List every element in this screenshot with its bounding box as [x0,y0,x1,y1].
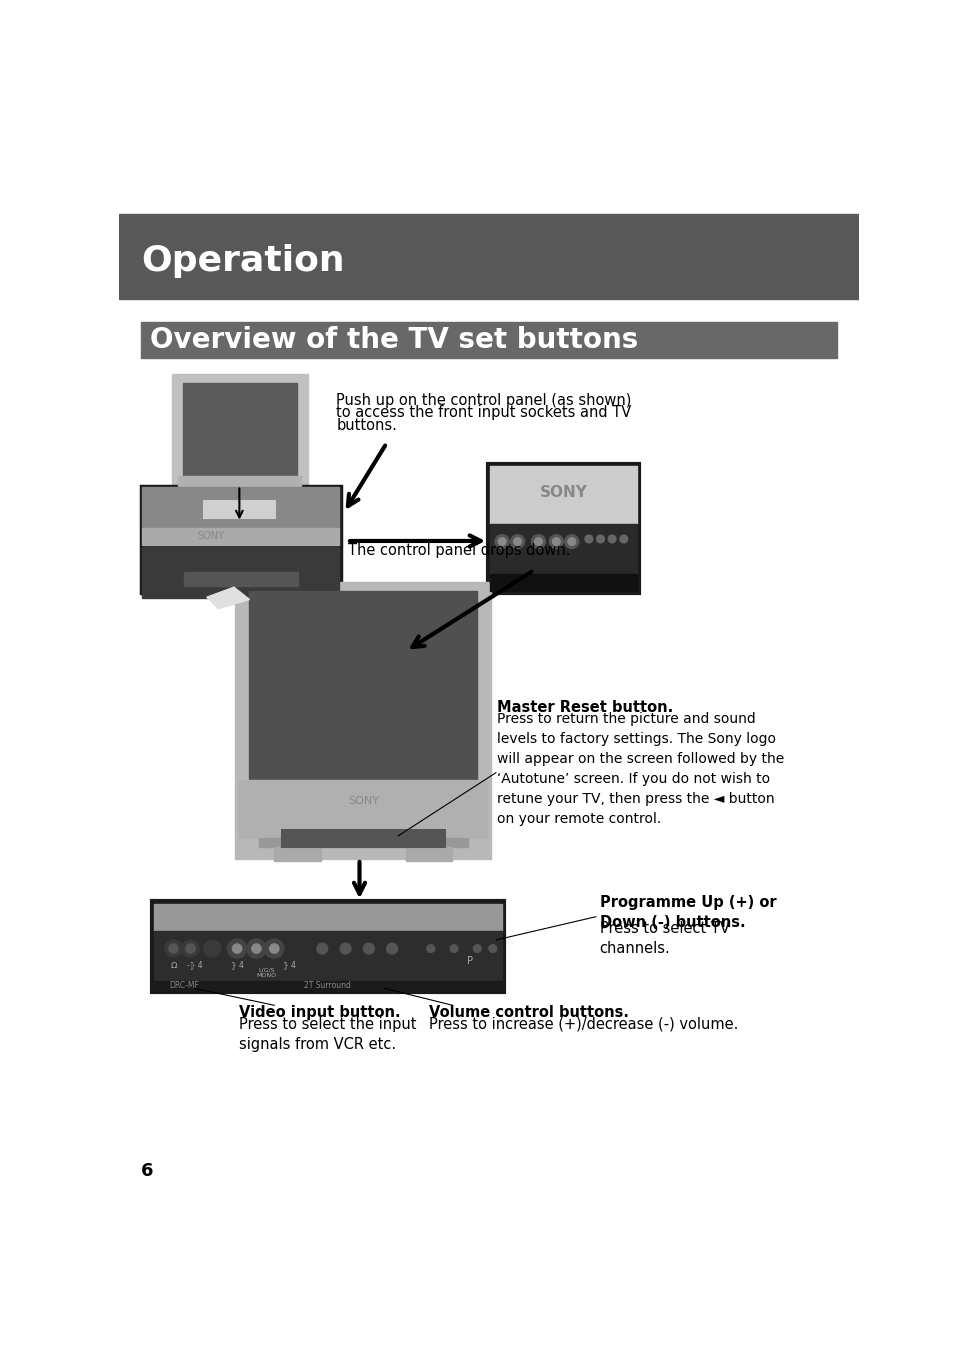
Circle shape [488,944,497,952]
Text: ⦄ 4: ⦄ 4 [283,961,295,970]
Circle shape [549,535,562,549]
Text: The control panel drops down.: The control panel drops down. [348,543,570,558]
Bar [141,323,836,358]
Circle shape [510,535,524,549]
Text: Press to return the picture and sound
levels to factory settings. The Sony logo
: Press to return the picture and sound le… [497,712,784,827]
Bar [258,838,468,847]
Circle shape [495,535,509,549]
Circle shape [233,944,241,954]
Text: -⦄ 4: -⦄ 4 [187,961,202,970]
Circle shape [564,535,578,549]
Text: Volume control buttons.: Volume control buttons. [429,1005,629,1020]
Circle shape [386,943,397,954]
Text: Overview of the TV set buttons: Overview of the TV set buttons [150,326,638,354]
Bar [490,524,637,582]
Text: ⦄ 4: ⦄ 4 [231,961,243,970]
Circle shape [596,535,604,543]
Circle shape [363,943,374,954]
Bar [154,904,501,931]
Circle shape [186,944,195,954]
Circle shape [265,939,283,958]
Bar [274,847,320,862]
Circle shape [450,944,457,952]
Text: Ω: Ω [171,961,176,970]
Bar [488,463,639,593]
Circle shape [534,538,542,546]
Text: buttons.: buttons. [335,417,396,432]
Text: SONY: SONY [538,485,587,500]
Bar [204,501,274,517]
Text: 2T Surround: 2T Surround [304,981,351,990]
Circle shape [473,944,480,952]
Text: L/G/S
MONO: L/G/S MONO [256,967,276,978]
Bar [141,485,340,593]
Bar [183,384,296,476]
Text: Video input button.: Video input button. [239,1005,400,1020]
Text: to access the front input sockets and TV: to access the front input sockets and TV [335,405,631,420]
Text: Master Reset button.: Master Reset button. [497,700,673,715]
Text: Press to select the input
signals from VCR etc.: Press to select the input signals from V… [239,1017,416,1051]
Text: Press to select TV
channels.: Press to select TV channels. [599,921,729,957]
Text: Operation: Operation [141,243,344,278]
Bar [239,781,487,838]
Text: Push up on the control panel (as shown): Push up on the control panel (as shown) [335,393,631,408]
Text: 6: 6 [141,1162,153,1179]
Bar [142,488,339,528]
Bar [265,513,288,524]
Bar [154,931,501,984]
Text: Press to increase (+)/decrease (-) volume.: Press to increase (+)/decrease (-) volum… [429,1017,738,1032]
Circle shape [247,939,266,958]
Bar [178,477,301,513]
Circle shape [497,538,505,546]
Bar [172,374,307,524]
Bar [154,981,501,990]
Text: P: P [466,955,472,966]
Circle shape [340,943,351,954]
Text: DRC-MF: DRC-MF [169,981,198,990]
Circle shape [204,940,220,957]
Bar [406,847,452,862]
Text: SONY: SONY [197,531,224,542]
Bar [152,901,504,992]
Circle shape [567,538,575,546]
Circle shape [531,535,545,549]
Bar [142,528,339,544]
Circle shape [182,940,199,957]
Circle shape [584,535,592,543]
Bar [235,582,491,859]
Bar [490,466,637,524]
Circle shape [169,944,178,954]
Text: SONY: SONY [348,796,378,807]
Circle shape [619,535,627,543]
Circle shape [252,944,261,954]
Circle shape [608,535,616,543]
Bar [183,571,298,585]
Bar [192,513,214,524]
Bar [142,547,339,598]
Text: Programme Up (+) or
Down (-) buttons.: Programme Up (+) or Down (-) buttons. [599,896,776,929]
Circle shape [552,538,559,546]
Bar [282,830,444,847]
Bar [119,215,858,299]
Circle shape [513,538,521,546]
Circle shape [228,939,246,958]
Bar [490,574,637,590]
Bar [249,590,476,780]
Circle shape [165,940,182,957]
Polygon shape [207,588,249,609]
Circle shape [270,944,278,954]
Circle shape [427,944,435,952]
Circle shape [316,943,328,954]
